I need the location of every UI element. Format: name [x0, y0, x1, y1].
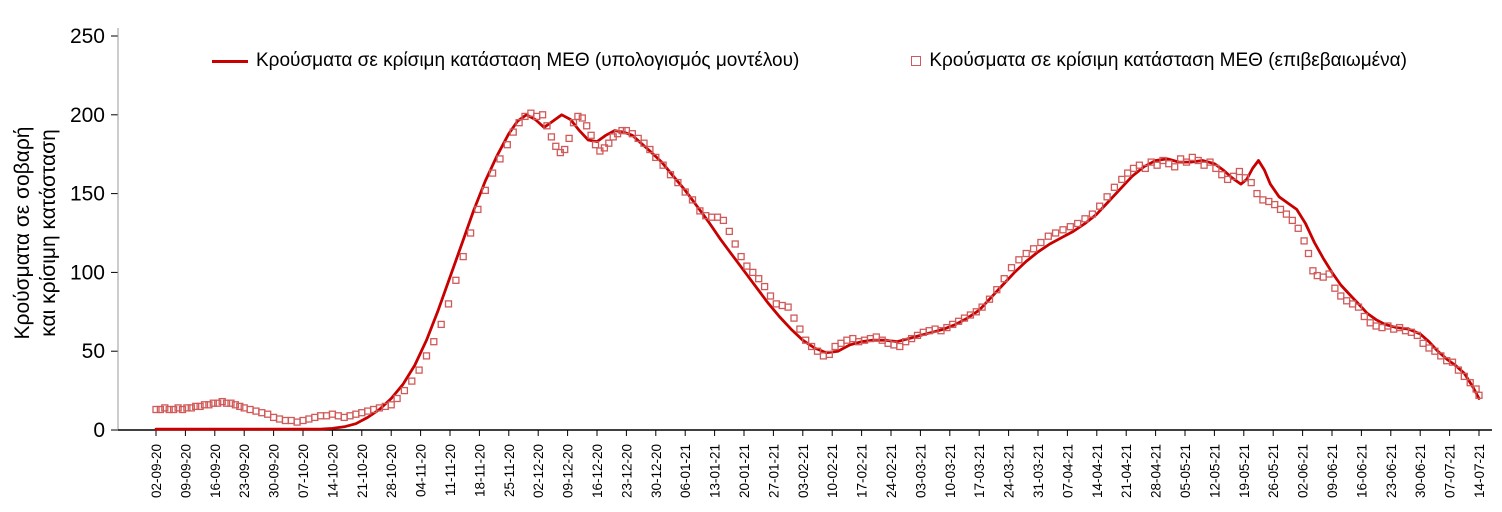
svg-text:07-07-21: 07-07-21	[1443, 444, 1458, 498]
svg-text:09-09-20: 09-09-20	[178, 444, 193, 498]
svg-text:31-03-21: 31-03-21	[1031, 444, 1046, 498]
svg-text:09-06-21: 09-06-21	[1325, 444, 1340, 498]
svg-text:16-06-21: 16-06-21	[1354, 444, 1369, 498]
svg-text:13-01-21: 13-01-21	[708, 444, 723, 498]
y-axis-title: Κρούσματα σε σοβαρή και κρίσιμη κατάστασ…	[10, 127, 63, 340]
svg-text:150: 150	[70, 183, 105, 206]
y-axis-title-line2: και κρίσιμη κατάσταση	[37, 129, 60, 337]
svg-text:14-07-21: 14-07-21	[1472, 444, 1487, 498]
svg-text:24-03-21: 24-03-21	[1002, 444, 1017, 498]
confirmed-square-marker-icon	[911, 56, 922, 66]
legend-item-model: Κρούσματα σε κρίσιμη κατάσταση ΜΕΘ (υπολ…	[212, 50, 799, 72]
model-line-marker-icon	[212, 59, 248, 63]
svg-text:16-12-20: 16-12-20	[590, 444, 605, 498]
svg-text:17-03-21: 17-03-21	[972, 444, 987, 498]
svg-text:09-12-20: 09-12-20	[561, 444, 576, 498]
svg-text:11-11-20: 11-11-20	[443, 444, 458, 496]
svg-text:30-09-20: 30-09-20	[267, 444, 282, 498]
svg-text:07-10-20: 07-10-20	[296, 444, 311, 498]
svg-text:100: 100	[70, 261, 105, 284]
svg-text:02-06-21: 02-06-21	[1296, 444, 1311, 498]
svg-text:19-05-21: 19-05-21	[1237, 444, 1252, 498]
svg-text:200: 200	[70, 104, 105, 127]
svg-text:03-02-21: 03-02-21	[796, 444, 811, 498]
svg-text:04-11-20: 04-11-20	[414, 444, 429, 497]
svg-text:02-12-20: 02-12-20	[531, 444, 546, 498]
svg-text:28-10-20: 28-10-20	[384, 444, 399, 498]
svg-text:28-04-21: 28-04-21	[1149, 444, 1164, 498]
chart-legend: Κρούσματα σε κρίσιμη κατάσταση ΜΕΘ (υπολ…	[212, 50, 1407, 72]
svg-text:250: 250	[70, 25, 105, 48]
svg-text:20-01-21: 20-01-21	[737, 444, 752, 498]
svg-text:10-03-21: 10-03-21	[943, 444, 958, 498]
legend-item-confirmed: Κρούσματα σε κρίσιμη κατάσταση ΜΕΘ (επιβ…	[911, 50, 1407, 72]
svg-text:05-05-21: 05-05-21	[1178, 444, 1193, 498]
svg-text:0: 0	[93, 419, 105, 442]
svg-text:02-09-20: 02-09-20	[149, 444, 164, 498]
svg-text:12-05-21: 12-05-21	[1207, 444, 1222, 498]
svg-text:16-09-20: 16-09-20	[208, 444, 223, 498]
y-axis-title-line1: Κρούσματα σε σοβαρή	[10, 126, 34, 340]
svg-text:30-06-21: 30-06-21	[1413, 444, 1428, 498]
legend-model-label: Κρούσματα σε κρίσιμη κατάσταση ΜΕΘ (υπολ…	[256, 50, 800, 71]
svg-text:26-05-21: 26-05-21	[1266, 444, 1281, 498]
svg-text:10-02-21: 10-02-21	[825, 444, 840, 498]
svg-text:21-10-20: 21-10-20	[355, 444, 370, 498]
svg-text:18-11-20: 18-11-20	[472, 444, 487, 497]
svg-text:23-12-20: 23-12-20	[619, 444, 634, 498]
svg-text:23-06-21: 23-06-21	[1384, 444, 1399, 498]
svg-text:23-09-20: 23-09-20	[237, 444, 252, 498]
legend-confirmed-label: Κρούσματα σε κρίσιμη κατάσταση ΜΕΘ (επιβ…	[929, 50, 1407, 71]
svg-text:06-01-21: 06-01-21	[678, 444, 693, 498]
svg-text:24-02-21: 24-02-21	[884, 444, 899, 498]
svg-text:07-04-21: 07-04-21	[1060, 444, 1075, 498]
svg-text:14-10-20: 14-10-20	[325, 444, 340, 498]
svg-text:17-02-21: 17-02-21	[855, 444, 870, 498]
svg-text:27-01-21: 27-01-21	[766, 444, 781, 498]
svg-text:25-11-20: 25-11-20	[502, 444, 517, 497]
svg-text:30-12-20: 30-12-20	[649, 444, 664, 498]
svg-text:50: 50	[82, 340, 105, 363]
svg-text:14-04-21: 14-04-21	[1090, 444, 1105, 498]
svg-text:21-04-21: 21-04-21	[1119, 444, 1134, 498]
svg-text:03-03-21: 03-03-21	[913, 444, 928, 498]
